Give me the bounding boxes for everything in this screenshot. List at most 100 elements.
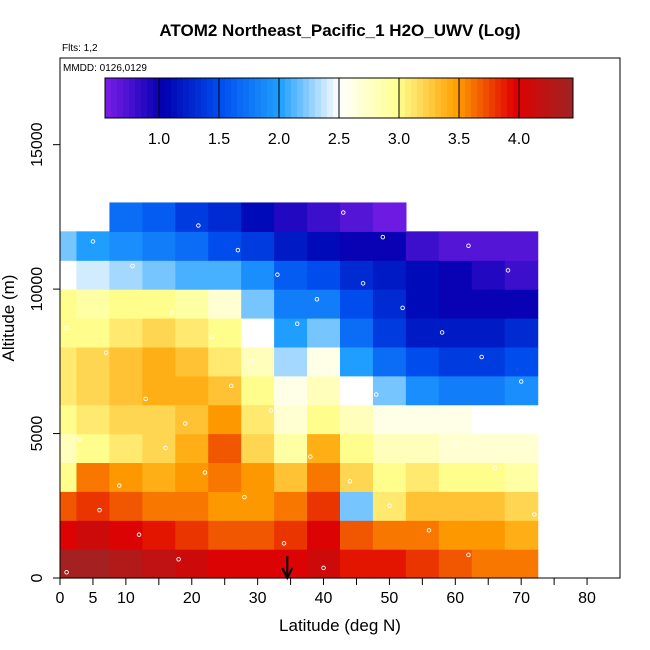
observation-point <box>275 272 280 277</box>
heatmap-cell <box>307 346 341 377</box>
observation-point <box>182 421 188 426</box>
heatmap-cell <box>307 318 341 348</box>
observation-point <box>235 247 241 253</box>
x-tick-label: 30 <box>249 590 267 607</box>
heatmap-cell <box>109 260 143 290</box>
colorbar-segment <box>285 78 292 118</box>
heatmap-cell <box>175 404 209 435</box>
heatmap-cell <box>76 318 111 348</box>
colorbar-segment <box>111 78 118 118</box>
heatmap-cell <box>142 346 176 377</box>
colorbar-segment <box>405 78 412 118</box>
heatmap-cell <box>76 433 111 464</box>
heatmap-cell <box>438 375 473 406</box>
heatmap-cell <box>438 404 473 435</box>
heatmap-cell <box>60 260 78 290</box>
observation-point <box>130 263 135 269</box>
heatmap-cell <box>438 491 473 521</box>
heatmap-cell <box>175 231 209 261</box>
heatmap-cell <box>307 289 341 319</box>
heatmap-cell <box>307 375 341 406</box>
observation-point <box>360 281 366 286</box>
x-axis: 0 5 10 20 30 40 50 60 70 80 <box>56 578 596 607</box>
heatmap-cell <box>340 520 374 550</box>
heatmap-cell <box>208 346 242 377</box>
colorbar-segment <box>549 78 556 118</box>
heatmap-cell <box>340 318 374 348</box>
heatmap-cell <box>405 318 440 348</box>
observation-point <box>492 465 498 471</box>
heatmap-cell <box>60 491 78 521</box>
observation-point <box>268 408 274 413</box>
marker-arrow-head <box>281 567 294 581</box>
colorbar-segment <box>441 78 448 118</box>
heatmap-cell <box>340 375 374 406</box>
heatmap-cell <box>504 491 539 521</box>
colorbar-segment <box>273 78 280 118</box>
heatmap-cell <box>372 549 407 579</box>
y-axis: 0 5000 10000 15000 <box>29 122 60 582</box>
colorbar-segment <box>555 78 562 118</box>
heatmap-cell <box>471 318 506 348</box>
observation-point <box>229 383 234 389</box>
heatmap-cell <box>60 231 78 261</box>
heatmap-cell <box>60 289 78 319</box>
heatmap-cell <box>405 433 440 464</box>
colorbar-segment <box>261 78 268 118</box>
heatmap-cell <box>208 404 242 435</box>
heatmap-cell <box>208 491 242 521</box>
heatmap-cell <box>109 462 143 492</box>
heatmap-cell <box>274 289 308 319</box>
colorbar-segment <box>297 78 304 118</box>
heatmap-cell <box>142 404 176 435</box>
heatmap-cells <box>60 202 539 579</box>
heatmap-cell <box>60 549 78 579</box>
colorbar-segment <box>453 78 460 118</box>
observation-point <box>117 483 122 488</box>
colorbar-segment <box>531 78 538 118</box>
heatmap-cell <box>142 289 176 319</box>
colorbar-segment <box>537 78 544 118</box>
heatmap-cell <box>175 289 209 319</box>
heatmap-cell <box>142 202 176 232</box>
colorbar-segment <box>249 78 256 118</box>
observation-point <box>64 569 69 575</box>
colorbar-segment <box>417 78 424 118</box>
x-tick-label: 50 <box>381 590 399 607</box>
heatmap-cell <box>471 375 506 406</box>
heatmap-cell <box>438 231 473 261</box>
heatmap-cell <box>208 433 242 464</box>
observation-point <box>347 478 353 484</box>
colorbar-segment <box>543 78 550 118</box>
heatmap-cell <box>109 318 143 348</box>
heatmap-cell <box>60 375 78 406</box>
heatmap-cell <box>208 231 242 261</box>
heatmap-cell <box>504 520 539 550</box>
colorbar-segment <box>129 78 136 118</box>
observation-point <box>466 243 471 249</box>
observation-point <box>532 512 537 517</box>
colorbar-segment <box>279 78 286 118</box>
heatmap-cell <box>274 433 308 464</box>
heatmap-cell <box>175 260 209 290</box>
heatmap-cell <box>340 404 374 435</box>
heatmap-cell <box>175 346 209 377</box>
observation-point <box>439 330 445 335</box>
colorbar-segment <box>213 78 220 118</box>
colorbar-segment <box>447 78 454 118</box>
heatmap-cell <box>405 231 440 261</box>
heatmap-cell <box>471 346 506 377</box>
colorbar-segment <box>195 78 202 118</box>
colorbar-segment <box>309 78 316 118</box>
heatmap-cell <box>471 520 506 550</box>
heatmap-cell <box>60 346 78 377</box>
colorbar-segment <box>291 78 298 118</box>
heatmap-cell <box>109 433 143 464</box>
heatmap-cell <box>60 404 78 435</box>
heatmap-cell <box>405 491 440 521</box>
y-tick-label: 15000 <box>29 122 46 167</box>
colorbar-segment <box>105 78 112 118</box>
colorbar-segment <box>357 78 364 118</box>
colorbar-frame <box>104 77 574 119</box>
x-tick-label: 5 <box>88 590 97 607</box>
